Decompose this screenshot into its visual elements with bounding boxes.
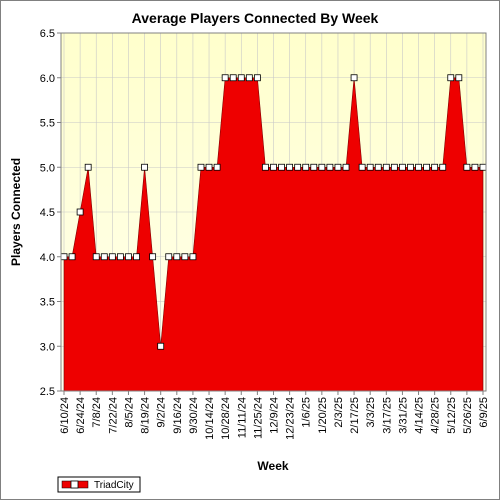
y-axis-ticks: 2.5 3.0 3.5 4.0 4.5 5.0 5.5 6.0 6.5: [40, 28, 61, 398]
data-point: [439, 163, 447, 171]
data-point: [165, 253, 173, 261]
x-tick-label: 10/14/24: [204, 397, 216, 440]
data-point: [318, 163, 326, 171]
x-tick-label: 1/6/25: [301, 397, 313, 428]
data-point: [415, 163, 422, 171]
data-point: [431, 163, 439, 171]
y-tick-label: 2.5: [40, 386, 55, 398]
y-tick-label: 6.0: [40, 73, 55, 85]
data-point: [366, 163, 374, 171]
data-point: [447, 74, 455, 82]
y-tick-label: 6.5: [40, 28, 55, 40]
y-tick-label: 4.5: [40, 207, 55, 219]
x-tick-label: 6/24/24: [75, 397, 87, 434]
data-point: [100, 253, 108, 261]
y-tick-label: 4.0: [40, 252, 55, 264]
y-tick-label: 5.0: [40, 162, 55, 174]
data-point: [326, 163, 334, 171]
x-tick-label: 8/19/24: [140, 397, 152, 434]
legend: TriadCity: [57, 476, 141, 493]
data-point: [423, 163, 430, 171]
data-point: [197, 163, 205, 171]
series-markers: [60, 74, 487, 350]
data-point: [342, 163, 350, 171]
data-point: [399, 163, 406, 171]
x-tick-label: 9/16/24: [172, 397, 184, 434]
data-point: [133, 253, 140, 261]
data-point: [149, 253, 157, 261]
data-point: [390, 163, 398, 171]
x-tick-label: 5/12/25: [446, 397, 458, 434]
data-point: [221, 74, 229, 82]
data-point: [455, 74, 463, 82]
x-tick-label: 6/10/24: [59, 397, 71, 434]
x-tick-label: 4/28/25: [430, 397, 442, 434]
data-point: [117, 253, 124, 261]
data-point: [463, 163, 471, 171]
data-point: [189, 253, 197, 261]
x-tick-label: 4/14/25: [414, 397, 426, 434]
x-tick-label: 1/20/25: [317, 397, 329, 434]
legend-label-triadcity: TriadCity: [94, 480, 134, 491]
data-point: [358, 163, 366, 171]
data-point: [334, 163, 342, 171]
x-axis-ticks: 6/10/24 6/24/24 7/8/24 7/22/24 8/5/24 8/19/24…: [59, 391, 490, 440]
data-point: [92, 253, 100, 261]
x-tick-label: 11/11/24: [236, 397, 248, 438]
data-point: [407, 163, 414, 171]
data-point: [270, 163, 277, 171]
x-tick-label: 6/9/25: [478, 397, 490, 428]
data-point: [68, 253, 76, 261]
data-point: [262, 163, 269, 171]
x-tick-label: 7/22/24: [107, 397, 119, 434]
x-tick-label: 9/2/24: [156, 397, 168, 428]
data-point: [205, 163, 213, 171]
legend-marker: [70, 480, 79, 489]
data-point: [213, 163, 221, 171]
data-point: [479, 163, 487, 171]
x-tick-label: 10/28/24: [220, 397, 232, 440]
data-point: [374, 163, 382, 171]
data-point: [278, 163, 285, 171]
data-point: [229, 74, 237, 82]
x-tick-label: 12/9/24: [269, 397, 281, 434]
data-point: [237, 74, 245, 82]
data-point: [125, 253, 132, 261]
data-point: [302, 163, 310, 171]
data-point: [350, 74, 358, 82]
x-axis-title: Week: [257, 459, 288, 473]
x-tick-label: 3/3/25: [365, 397, 377, 428]
data-point: [141, 163, 148, 171]
data-point: [294, 163, 302, 171]
y-tick-label: 5.5: [40, 118, 55, 130]
data-point: [157, 342, 165, 350]
data-point: [471, 163, 479, 171]
x-tick-label: 9/30/24: [188, 397, 200, 434]
data-point: [76, 208, 84, 216]
data-point: [60, 253, 68, 261]
data-point: [108, 253, 116, 261]
x-tick-label: 2/3/25: [333, 397, 345, 428]
x-tick-label: 12/23/24: [285, 397, 297, 440]
y-tick-label: 3.0: [40, 341, 55, 353]
data-point: [84, 163, 92, 171]
y-tick-label: 3.5: [40, 297, 55, 309]
x-tick-label: 3/31/25: [397, 397, 409, 434]
data-point: [253, 74, 261, 82]
data-point: [382, 163, 390, 171]
chart-title: Average Players Connected By Week: [132, 10, 379, 26]
y-axis-title: Players Connected: [9, 158, 23, 266]
data-point: [173, 253, 181, 261]
data-point: [310, 163, 318, 171]
x-tick-label: 11/25/24: [252, 397, 264, 439]
x-tick-label: 8/5/24: [123, 397, 135, 428]
data-point: [245, 74, 253, 82]
data-point: [286, 163, 294, 171]
x-tick-label: 3/17/25: [381, 397, 393, 434]
data-point: [181, 253, 189, 261]
x-tick-label: 7/8/24: [91, 397, 103, 428]
x-tick-label: 2/17/25: [349, 397, 361, 434]
x-tick-label: 5/26/25: [462, 397, 474, 434]
